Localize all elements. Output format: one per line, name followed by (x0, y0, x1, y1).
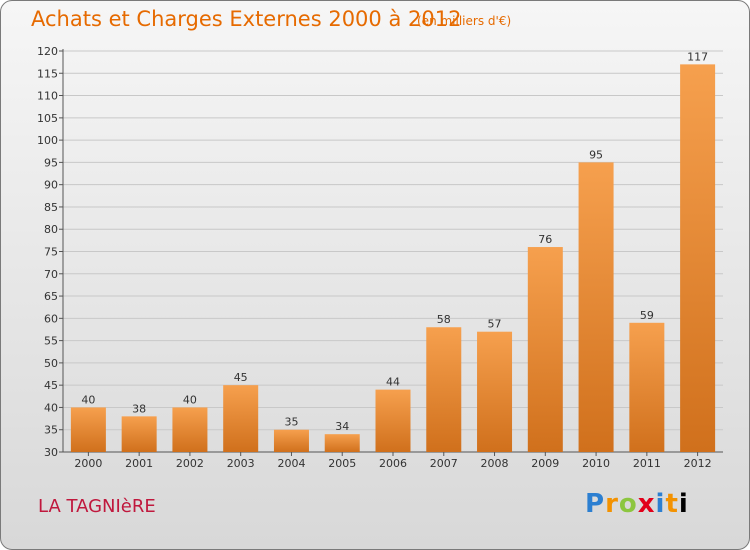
value-label-2007: 58 (437, 313, 451, 326)
value-label-2011: 59 (640, 309, 654, 322)
x-tick-label: 2005 (328, 457, 356, 470)
y-tick-label: 30 (44, 446, 58, 459)
bar-2000 (70, 407, 106, 452)
y-tick-label: 45 (44, 379, 58, 392)
x-tick-label: 2009 (531, 457, 559, 470)
x-tick-label: 2006 (379, 457, 407, 470)
bar-2001 (121, 416, 157, 452)
y-tick-label: 100 (37, 134, 58, 147)
y-tick-label: 90 (44, 179, 58, 192)
x-tick-label: 2007 (430, 457, 458, 470)
y-tick-label: 95 (44, 156, 58, 169)
bar-2003 (223, 385, 259, 452)
y-tick-label: 115 (37, 67, 58, 80)
value-label-2000: 40 (81, 393, 95, 406)
y-tick-label: 70 (44, 268, 58, 281)
y-tick-label: 55 (44, 335, 58, 348)
x-tick-label: 2003 (227, 457, 255, 470)
x-tick-label: 2004 (277, 457, 305, 470)
y-tick-label: 120 (37, 45, 58, 58)
x-tick-label: 2011 (633, 457, 661, 470)
bar-2007 (426, 327, 462, 452)
bar-2011 (629, 322, 665, 452)
y-tick-label: 60 (44, 312, 58, 325)
bar-2002 (172, 407, 208, 452)
proxiti-logo: Proxiti (585, 489, 689, 519)
value-label-2006: 44 (386, 376, 400, 389)
bar-2006 (375, 389, 411, 452)
y-tick-label: 50 (44, 357, 58, 370)
x-tick-label: 2008 (481, 457, 509, 470)
x-tick-label: 2010 (582, 457, 610, 470)
value-label-2001: 38 (132, 402, 146, 415)
unit-label: (en milliers d'€) (417, 14, 512, 28)
bar-2010 (578, 162, 614, 452)
commune-name: LA TAGNIèRE (38, 496, 156, 517)
value-label-2005: 34 (335, 420, 349, 433)
y-tick-label: 110 (37, 90, 58, 103)
gridlines (63, 50, 723, 431)
bar-2008 (477, 331, 513, 452)
x-tick-label: 2000 (74, 457, 102, 470)
bar-2004 (273, 429, 309, 452)
value-label-2010: 95 (589, 148, 603, 161)
bar-2009 (527, 247, 563, 452)
bar-2012 (680, 64, 716, 452)
data-labels: 40 38 40 45 35 34 44 58 57 76 95 59 117 (81, 50, 708, 433)
y-tick-label: 40 (44, 401, 58, 414)
x-tick-label: 2012 (684, 457, 712, 470)
chart-title: Achats et Charges Externes 2000 à 2012 (31, 7, 462, 31)
y-tick-label: 65 (44, 290, 58, 303)
y-tick-label: 105 (37, 112, 58, 125)
y-tick-label: 35 (44, 424, 58, 437)
value-label-2009: 76 (538, 233, 552, 246)
value-label-2008: 57 (488, 318, 502, 331)
bar-2005 (324, 434, 360, 452)
y-tick-label: 80 (44, 223, 58, 236)
bars (70, 64, 716, 452)
x-tick-label: 2001 (125, 457, 153, 470)
y-tick-label: 85 (44, 201, 58, 214)
value-label-2004: 35 (284, 416, 298, 429)
x-tick-label: 2002 (176, 457, 204, 470)
y-tick-label: 75 (44, 246, 58, 259)
value-label-2002: 40 (183, 393, 197, 406)
value-label-2003: 45 (234, 371, 248, 384)
value-label-2012: 117 (687, 50, 708, 63)
